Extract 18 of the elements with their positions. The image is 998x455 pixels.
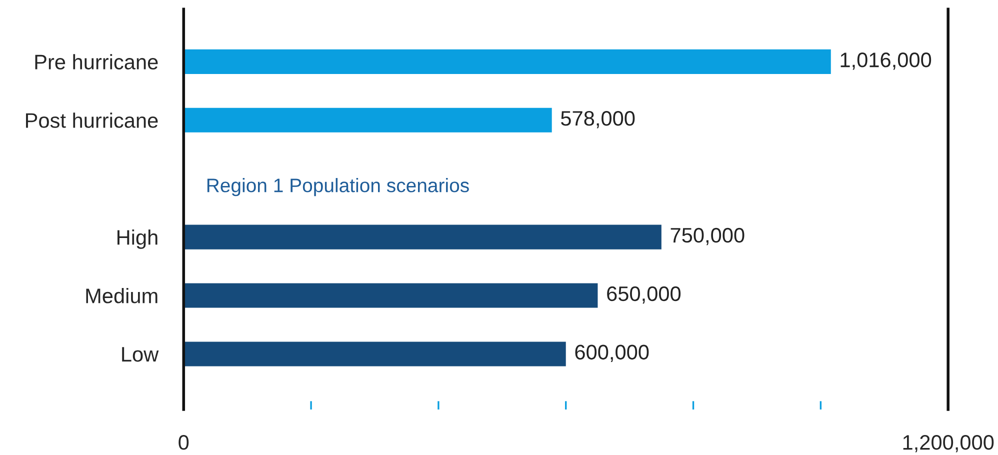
bar — [184, 342, 566, 366]
x-tick-label: 1,200,000 — [903, 435, 994, 452]
bar — [184, 224, 662, 250]
annotation: Region 1 Population scenarios — [207, 178, 469, 196]
y-tick-label: Post hurricane — [26, 112, 158, 128]
data-label: 600,000 — [575, 344, 649, 362]
data-label: 1,016,000 — [840, 52, 932, 70]
bar — [184, 49, 831, 74]
data-label: 578,000 — [561, 111, 635, 128]
y-tick-label: Medium — [86, 288, 158, 304]
y-tick-label: Pre hurricane — [35, 54, 158, 70]
y-tick-label: Low — [122, 347, 159, 362]
bar — [184, 108, 552, 132]
data-label: 750,000 — [670, 228, 744, 246]
x-tick-label: 0 — [178, 435, 189, 450]
bar — [184, 283, 598, 308]
data-label: 650,000 — [607, 286, 681, 304]
y-tick-label: High — [117, 230, 158, 249]
